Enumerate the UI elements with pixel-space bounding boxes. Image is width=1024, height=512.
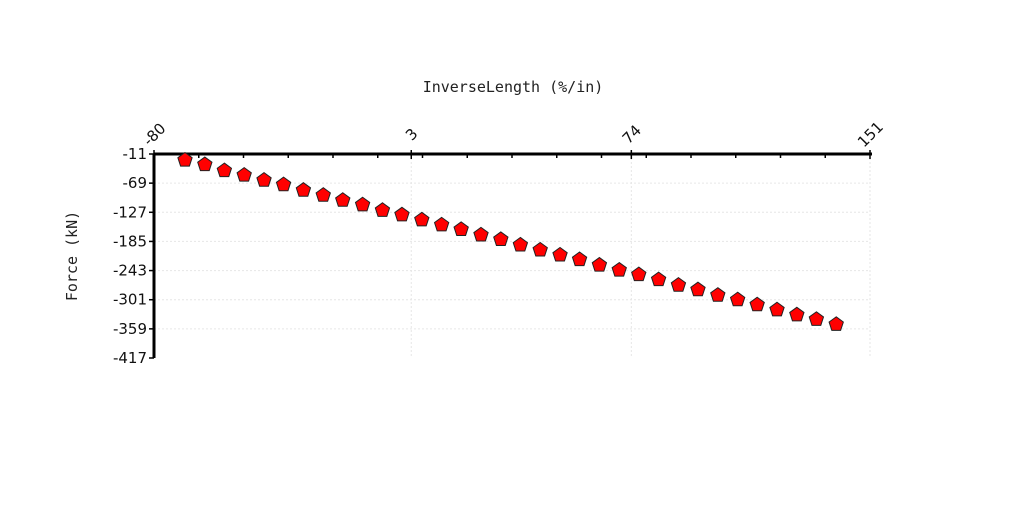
y-tick-label: -359	[113, 320, 147, 338]
x-tick-label: 151	[854, 118, 887, 151]
data-point	[769, 301, 785, 317]
data-point	[611, 261, 627, 277]
data-point	[828, 316, 844, 331]
y-axis-title: Force (kN)	[63, 211, 81, 301]
data-point	[295, 182, 312, 197]
x-tick-label: 3	[402, 125, 421, 144]
data-point	[394, 206, 410, 222]
data-point	[571, 251, 588, 267]
data-point	[256, 172, 272, 187]
data-point	[552, 246, 568, 262]
data-point	[216, 162, 233, 178]
data-point	[236, 166, 252, 182]
y-tick-label: -417	[113, 349, 147, 367]
data-point	[710, 287, 726, 302]
ticks: -11-69-127-185-243-301-359-417-80 3 74 151	[113, 118, 887, 367]
y-tick-label: -185	[113, 232, 147, 250]
data-point	[493, 231, 509, 246]
grid	[154, 154, 871, 358]
data-point	[315, 187, 331, 202]
data-point	[335, 192, 351, 207]
data-point	[650, 271, 667, 287]
data-point	[532, 241, 548, 257]
data-point	[453, 221, 469, 236]
data-points	[177, 151, 844, 331]
data-point	[808, 311, 825, 326]
data-point	[433, 216, 450, 232]
data-point	[670, 277, 687, 292]
data-point	[749, 296, 765, 312]
y-tick-label: -69	[123, 174, 148, 192]
y-tick-label: -11	[123, 145, 148, 163]
y-tick-label: -127	[113, 203, 147, 221]
data-point	[591, 256, 608, 272]
data-point	[789, 306, 805, 322]
y-tick-label: -243	[113, 262, 147, 280]
data-point	[354, 196, 371, 212]
x-axis-title: InverseLength (%/in)	[423, 78, 604, 96]
data-point	[275, 176, 292, 192]
data-point	[512, 236, 529, 252]
axes	[152, 152, 872, 358]
data-point	[374, 202, 391, 217]
y-tick-label: -301	[113, 291, 147, 309]
data-point	[631, 266, 647, 282]
data-point	[729, 291, 746, 307]
data-point	[690, 281, 706, 297]
x-tick-label: 74	[619, 121, 645, 147]
data-point	[414, 211, 430, 227]
data-point	[473, 226, 489, 242]
data-point	[177, 151, 193, 167]
data-point	[197, 156, 213, 172]
